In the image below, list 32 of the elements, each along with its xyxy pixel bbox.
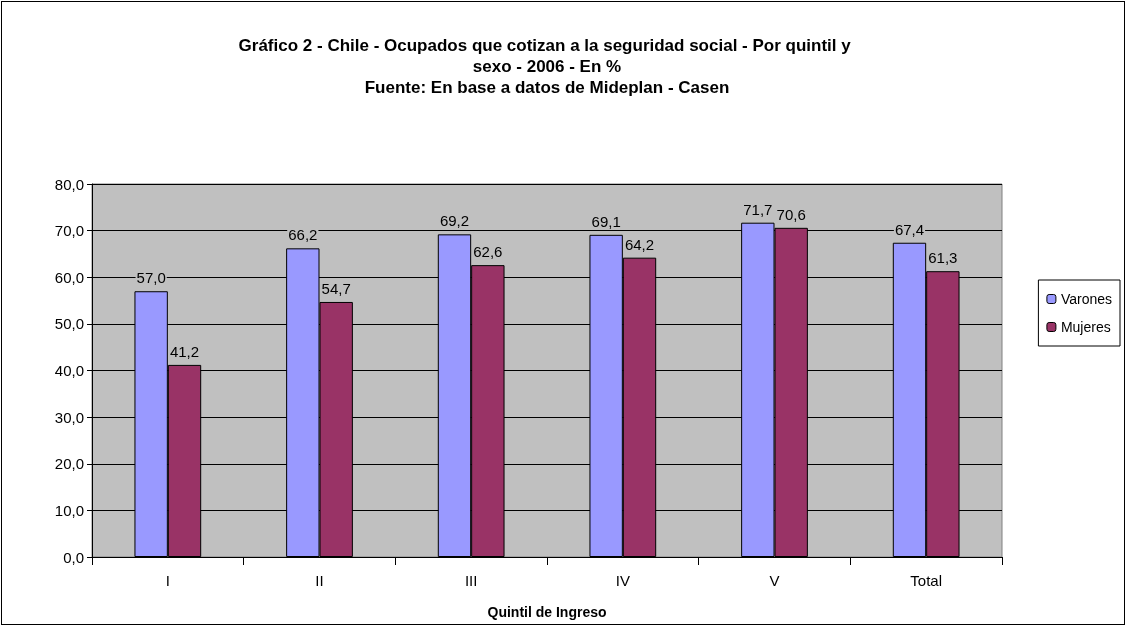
data-label: 57,0	[136, 269, 166, 287]
chart-subtitle: Fuente: En base a datos de Mideplan - Casen	[364, 78, 730, 97]
y-tick-label: 40,0	[54, 362, 84, 379]
y-tick-label: 30,0	[54, 408, 84, 426]
legend-label: Mujeres	[1060, 319, 1111, 335]
y-tick-label: 10,0	[54, 501, 84, 519]
y-tick-label: 60,0	[54, 268, 84, 286]
x-tick-label: V	[769, 572, 780, 589]
data-label: 71,7	[743, 200, 773, 218]
data-label: 54,7	[321, 279, 351, 297]
x-tick-label: III	[464, 572, 478, 589]
data-label: 41,2	[169, 342, 200, 360]
y-tick-label: 50,0	[54, 315, 84, 333]
data-label: 62,6	[473, 243, 503, 261]
legend-label: Varones	[1060, 291, 1112, 307]
x-tick-label: IV	[615, 572, 630, 589]
x-tick-label: II	[315, 572, 324, 589]
y-tick-label: 0,0	[63, 548, 84, 566]
chart-title: Gráfico 2 - Chile - Ocupados que cotizan a la seguridad social - Por quintil y sexo - 2006 - En %	[238, 36, 856, 76]
data-label: 66,2	[288, 226, 318, 244]
data-label: 67,4	[894, 220, 925, 238]
y-tick-label: 70,0	[54, 222, 84, 240]
data-label: 69,1	[591, 212, 621, 230]
y-tick-label: 20,0	[54, 455, 84, 473]
x-axis-title: Quintil de Ingreso	[487, 604, 607, 620]
data-label: 64,2	[624, 235, 655, 253]
y-tick-label: 80,0	[54, 175, 84, 193]
data-label: 70,6	[776, 205, 806, 223]
data-label: 69,2	[439, 212, 470, 230]
x-tick-label: I	[165, 572, 170, 589]
data-label: 61,3	[928, 249, 958, 267]
x-tick-label: Total	[910, 572, 943, 589]
